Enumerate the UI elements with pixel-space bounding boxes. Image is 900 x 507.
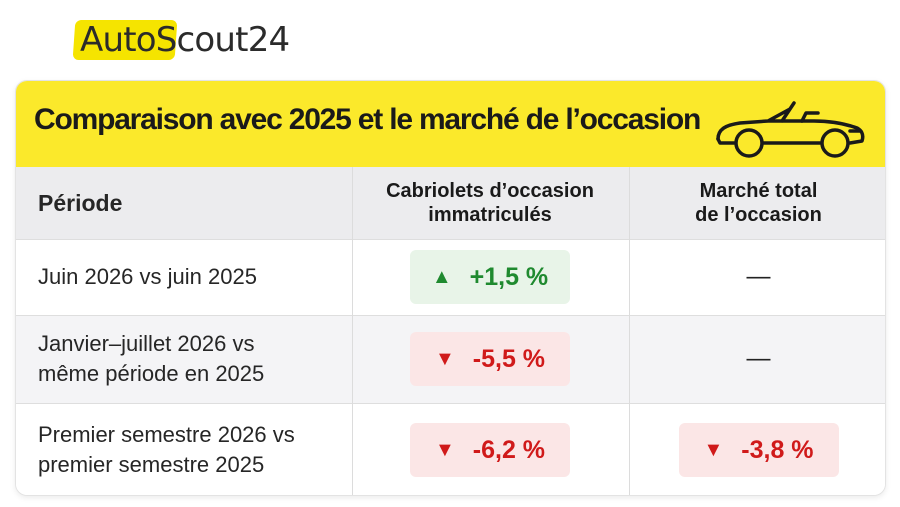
row-total-market-cell: — <box>630 315 885 403</box>
triangle-down-icon: ▼ <box>703 438 724 461</box>
triangle-down-icon: ▼ <box>434 347 455 370</box>
title-banner: Comparaison avec 2025 et le marché de l’… <box>16 81 885 167</box>
comparison-card: Comparaison avec 2025 et le marché de l’… <box>15 80 886 496</box>
row-period-line2: même période en 2025 <box>38 361 265 386</box>
row-period: Juin 2026 vs juin 2025 <box>38 239 348 315</box>
row-divider <box>16 315 885 316</box>
row-period-line1: Janvier–juillet 2026 vs <box>38 331 255 356</box>
logo-part-scout24: Scout24 <box>155 20 290 60</box>
header-total-market-line2: de l’occasion <box>695 204 822 226</box>
row-divider <box>16 403 885 404</box>
page-title: Comparaison avec 2025 et le marché de l’… <box>34 103 701 136</box>
row-divider <box>16 239 885 240</box>
row-period: Janvier–juillet 2026 vs même période en 2… <box>38 315 348 403</box>
change-badge-down: ▼ -6,2 % <box>410 423 570 477</box>
header-total-market: Marché total de l’occasion <box>630 167 885 239</box>
row-convertibles-cell: ▼ -5,5 % <box>352 315 628 403</box>
row-period-line1: Juin 2026 vs juin 2025 <box>38 264 257 289</box>
header-used-convertibles: Cabriolets d’occasion immatriculés <box>352 167 628 239</box>
row-convertibles-cell: ▲ +1,5 % <box>352 239 628 315</box>
column-divider <box>352 167 353 495</box>
header-period: Période <box>38 167 348 239</box>
change-value: -5,5 % <box>472 344 546 373</box>
change-value: -6,2 % <box>472 435 546 464</box>
triangle-down-icon: ▼ <box>434 438 455 461</box>
change-badge-down: ▼ -5,5 % <box>410 332 570 386</box>
logo-part-auto: Auto <box>80 20 157 60</box>
header-total-market-line1: Marché total <box>699 180 818 202</box>
no-data-dash: — <box>746 345 771 372</box>
row-period-line1: Premier semestre 2026 vs <box>38 422 295 447</box>
convertible-car-icon <box>716 101 865 158</box>
change-badge-up: ▲ +1,5 % <box>410 250 570 304</box>
change-badge-down: ▼ -3,8 % <box>678 423 839 477</box>
header-used-convertibles-line2: immatriculés <box>428 204 552 226</box>
row-total-market-cell: — <box>630 239 885 315</box>
header-used-convertibles-line1: Cabriolets d’occasion <box>386 180 594 202</box>
change-value: +1,5 % <box>469 262 549 291</box>
no-data-dash: — <box>746 263 771 290</box>
row-convertibles-cell: ▼ -6,2 % <box>352 403 628 495</box>
change-value: -3,8 % <box>741 435 814 464</box>
autoscout24-logo: AutoScout24 <box>70 14 330 64</box>
table-header-row: Période Cabriolets d’occasion immatriculé… <box>16 167 885 239</box>
column-divider <box>629 167 630 495</box>
triangle-up-icon: ▲ <box>431 265 452 288</box>
row-period-line2: premier semestre 2025 <box>38 452 265 477</box>
row-total-market-cell: ▼ -3,8 % <box>630 403 885 495</box>
logo-text: AutoScout24 <box>80 20 290 60</box>
row-period: Premier semestre 2026 vs premier semestre… <box>38 403 348 495</box>
header-period-label: Période <box>38 190 123 216</box>
table-row: Premier semestre 2026 vs premier semestre… <box>16 403 885 495</box>
table-row: Juin 2026 vs juin 2025 ▲ +1,5 % — <box>16 239 885 315</box>
table-row: Janvier–juillet 2026 vs même période en 2… <box>16 315 885 403</box>
